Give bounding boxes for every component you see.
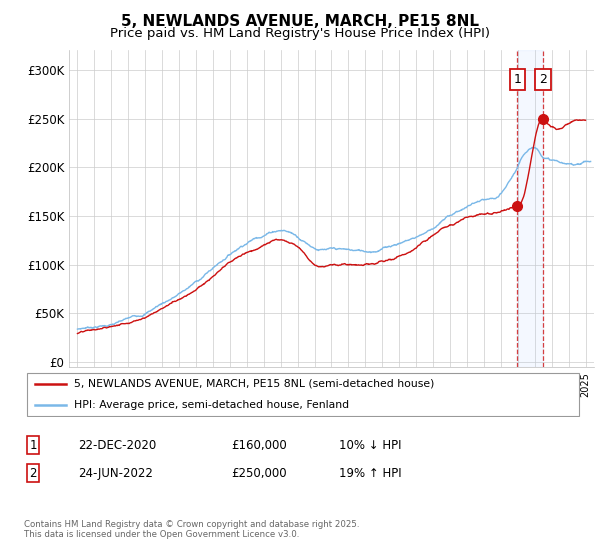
FancyBboxPatch shape — [27, 372, 579, 416]
Text: £160,000: £160,000 — [231, 438, 287, 452]
Text: 10% ↓ HPI: 10% ↓ HPI — [339, 438, 401, 452]
Text: Contains HM Land Registry data © Crown copyright and database right 2025.
This d: Contains HM Land Registry data © Crown c… — [24, 520, 359, 539]
Text: 1: 1 — [29, 438, 37, 452]
Text: 5, NEWLANDS AVENUE, MARCH, PE15 8NL (semi-detached house): 5, NEWLANDS AVENUE, MARCH, PE15 8NL (sem… — [74, 379, 434, 389]
Bar — [517, 50, 543, 367]
Text: 5, NEWLANDS AVENUE, MARCH, PE15 8NL: 5, NEWLANDS AVENUE, MARCH, PE15 8NL — [121, 14, 479, 29]
Text: 24-JUN-2022: 24-JUN-2022 — [78, 466, 153, 480]
Text: 1: 1 — [514, 73, 521, 86]
Text: HPI: Average price, semi-detached house, Fenland: HPI: Average price, semi-detached house,… — [74, 400, 349, 410]
Text: 22-DEC-2020: 22-DEC-2020 — [78, 438, 156, 452]
Text: 2: 2 — [539, 73, 547, 86]
Text: 2: 2 — [29, 466, 37, 480]
Text: £250,000: £250,000 — [231, 466, 287, 480]
Text: 19% ↑ HPI: 19% ↑ HPI — [339, 466, 401, 480]
Text: Price paid vs. HM Land Registry's House Price Index (HPI): Price paid vs. HM Land Registry's House … — [110, 27, 490, 40]
